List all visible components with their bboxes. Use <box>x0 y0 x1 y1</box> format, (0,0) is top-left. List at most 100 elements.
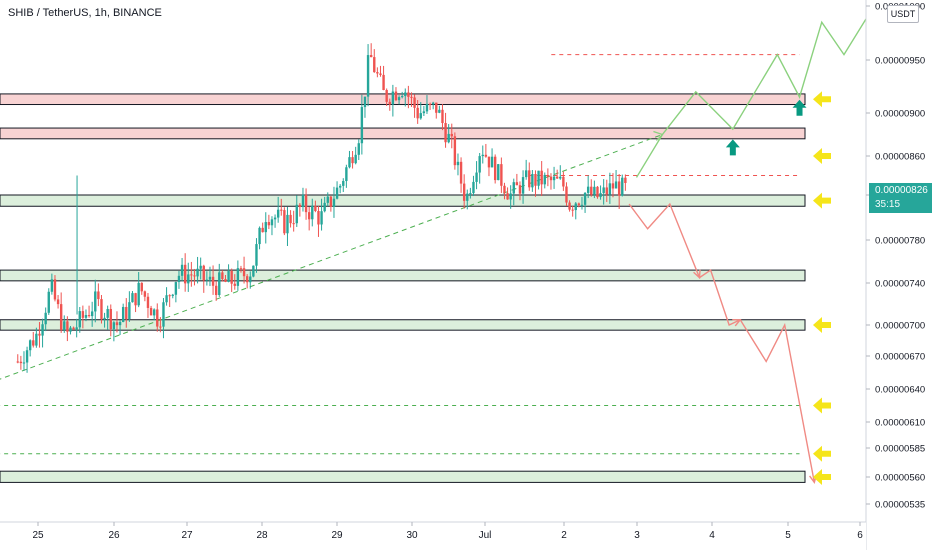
candle-body <box>264 222 267 233</box>
candle-body <box>292 223 295 225</box>
candle-body <box>78 311 81 328</box>
candle-body <box>611 183 615 189</box>
candle-body <box>599 193 602 198</box>
candle <box>276 196 280 223</box>
candle <box>208 266 212 287</box>
candle-body <box>63 321 66 330</box>
candles-layer <box>16 43 627 373</box>
candle-body <box>214 285 218 295</box>
candle <box>224 274 227 283</box>
candle-body <box>25 350 29 363</box>
candle-body <box>81 311 85 318</box>
candle <box>165 287 168 306</box>
candle <box>441 104 444 131</box>
candle <box>462 174 466 209</box>
candle-body <box>140 282 143 292</box>
candle-body <box>348 157 351 168</box>
candle <box>146 293 150 318</box>
candle-body <box>273 217 277 220</box>
candle <box>270 216 274 236</box>
candle-body <box>233 283 236 286</box>
candle <box>382 65 385 91</box>
candle <box>137 271 140 308</box>
candle <box>518 181 522 201</box>
price-tick-label: 0.00000610 <box>875 418 925 429</box>
candle <box>63 315 66 333</box>
candle-body <box>286 214 289 234</box>
candle-body <box>518 185 522 194</box>
candle <box>466 189 469 210</box>
candle <box>363 96 367 118</box>
candle <box>608 172 612 204</box>
candle-body <box>252 265 255 277</box>
candle <box>311 198 314 227</box>
candle-body <box>314 205 317 212</box>
candle <box>394 87 398 102</box>
long-arrow-icon-0 <box>792 99 807 116</box>
time-tick-label: 4 <box>709 530 715 541</box>
candle <box>596 186 599 199</box>
candle <box>252 265 255 278</box>
time-tick-label: 29 <box>331 530 343 541</box>
candle-body <box>524 170 528 178</box>
zones-layer <box>0 93 806 483</box>
candle-body <box>385 90 388 102</box>
candle <box>555 169 559 179</box>
candle-body <box>143 291 147 297</box>
candle-body <box>156 309 159 327</box>
time-axis[interactable]: 25 26 27 28 29 30 Jul 2 3 4 5 6 <box>0 521 866 550</box>
candle <box>230 268 233 292</box>
candle-body <box>245 276 249 283</box>
yellow-arrow-icon-4 <box>813 397 831 414</box>
currency-badge[interactable]: USDT <box>887 5 919 23</box>
candle <box>413 94 416 118</box>
candle-body <box>397 97 401 101</box>
candle <box>103 312 106 328</box>
candle <box>621 174 624 197</box>
candle <box>342 178 345 192</box>
candle-body <box>311 205 314 220</box>
candle-body <box>410 96 413 98</box>
candle-body <box>283 210 286 234</box>
candle-body <box>472 181 475 194</box>
candle-body <box>521 177 525 194</box>
candle <box>56 295 60 309</box>
candle-body <box>69 327 72 332</box>
candle-body <box>447 133 450 143</box>
candle <box>332 186 336 218</box>
candle-body <box>466 193 469 201</box>
price-axis[interactable]: 0.000010000.000009500.000009000.00000860… <box>865 0 932 550</box>
candle <box>171 293 174 299</box>
candle <box>109 304 112 337</box>
candle-body <box>28 340 32 351</box>
price-axis-bg <box>866 0 932 550</box>
candle-body <box>388 101 391 105</box>
candle-body <box>59 304 63 330</box>
candle <box>32 331 35 348</box>
candle-body <box>239 268 243 270</box>
bullish-projection <box>635 0 878 178</box>
candle-body <box>261 227 264 233</box>
candle <box>245 274 249 289</box>
candle-body <box>493 156 497 181</box>
candle-body <box>276 209 280 218</box>
candle-body <box>323 202 326 212</box>
chart-title: SHIB / TetherUS, 1h, BINANCE <box>8 7 162 19</box>
candle-body <box>190 274 193 276</box>
candle-body <box>199 265 202 269</box>
candle <box>233 274 236 290</box>
candle-body <box>571 209 574 211</box>
candle <box>41 318 44 348</box>
candle-body <box>332 198 336 207</box>
price-tick-label: 0.00000780 <box>875 236 925 247</box>
candle-body <box>497 164 500 181</box>
candle <box>307 206 311 231</box>
candle-body <box>459 161 463 184</box>
candle-body <box>441 109 444 124</box>
candle-body <box>425 103 429 112</box>
candle <box>140 282 143 295</box>
candle <box>81 305 85 329</box>
candle-body <box>38 333 41 336</box>
candle-body <box>624 177 627 184</box>
